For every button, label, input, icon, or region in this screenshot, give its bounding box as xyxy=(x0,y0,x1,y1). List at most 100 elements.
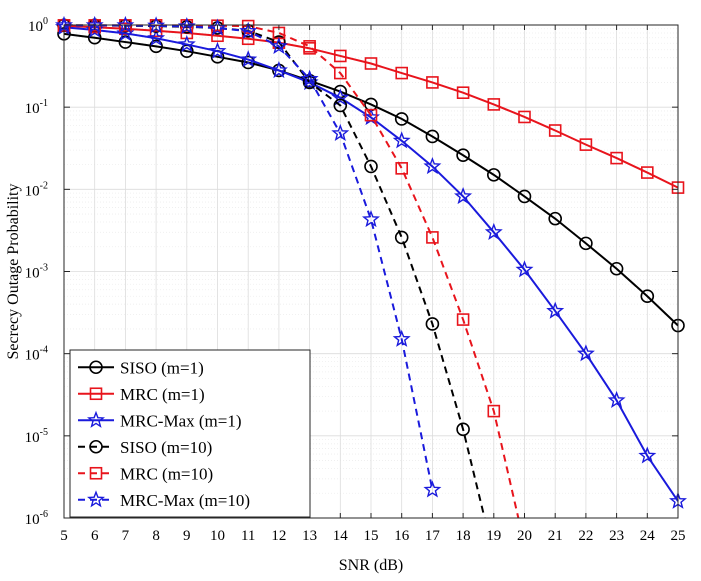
legend-label-mrc-max-m-10: MRC-Max (m=10) xyxy=(120,491,250,510)
data-point-mrc-m-1 xyxy=(548,124,562,137)
data-point-siso-m-1 xyxy=(609,261,624,276)
data-point-mrc-max-m-10 xyxy=(208,18,227,36)
data-point-mrc-m-10 xyxy=(395,162,409,175)
data-point-siso-m-1 xyxy=(425,129,440,144)
data-point-mrc-max-m-1 xyxy=(546,301,565,319)
y-tick-label: 10-2 xyxy=(25,180,48,199)
data-point-siso-m-1 xyxy=(486,168,501,182)
x-tick-label: 14 xyxy=(333,528,349,544)
data-point-mrc-m-1 xyxy=(333,49,347,63)
data-point-mrc-m-1 xyxy=(211,29,224,43)
x-tick-label: 24 xyxy=(640,528,656,544)
x-axis-label: SNR (dB) xyxy=(339,557,403,574)
legend-marker-mrc-max-m-10 xyxy=(87,490,105,508)
data-point-mrc-max-m-1 xyxy=(331,88,350,106)
data-point-siso-m-1 xyxy=(548,211,563,226)
x-tick-label: 8 xyxy=(152,528,160,544)
data-point-siso-m-1 xyxy=(394,112,409,126)
data-point-mrc-max-m-1 xyxy=(239,50,258,68)
series-line-mrc-max-m-1 xyxy=(64,26,679,502)
data-point-mrc-m-1 xyxy=(610,151,623,165)
series-line-mrc-m-1 xyxy=(64,24,679,189)
data-point-mrc-m-10 xyxy=(426,231,439,244)
x-tick-label: 18 xyxy=(456,528,471,544)
legend-marker-mrc-max-m-1 xyxy=(87,410,105,428)
data-point-mrc-max-m-10 xyxy=(300,69,319,87)
data-point-siso-m-10 xyxy=(364,159,378,174)
x-tick-label: 7 xyxy=(122,528,130,544)
data-point-mrc-m-1 xyxy=(518,110,531,124)
data-point-mrc-max-m-10 xyxy=(269,36,288,54)
legend-label-siso-m-10: SISO (m=10) xyxy=(120,438,212,457)
legend-label-mrc-m-1: MRC (m=1) xyxy=(120,385,205,404)
data-point-mrc-max-m-1 xyxy=(269,60,288,79)
data-point-mrc-m-10 xyxy=(303,40,316,53)
data-point-mrc-m-1 xyxy=(426,76,439,89)
data-point-mrc-max-m-1 xyxy=(423,156,442,175)
y-tick-labels: 100 10-1 10-2 10-3 10-4 10-5 10-6 xyxy=(25,16,48,528)
data-point-mrc-m-10 xyxy=(364,108,378,122)
data-point-mrc-m-10 xyxy=(333,66,347,80)
legend-label-mrc-max-m-1: MRC-Max (m=1) xyxy=(120,411,242,430)
legend-label-mrc-m-10: MRC (m=10) xyxy=(120,464,213,483)
legend-box xyxy=(69,349,311,518)
y-tick-label: 10-4 xyxy=(25,345,48,364)
data-point-mrc-max-m-10 xyxy=(331,123,350,142)
data-point-siso-m-1 xyxy=(517,189,532,204)
y-axis-label: Secrecy Outage Probability xyxy=(5,184,22,360)
data-point-mrc-m-1 xyxy=(395,66,409,80)
x-tick-label: 23 xyxy=(609,528,624,544)
data-point-siso-m-10 xyxy=(272,35,286,49)
legend-label-siso-m-1: SISO (m=1) xyxy=(120,358,204,377)
x-tick-label: 12 xyxy=(271,528,286,544)
data-point-mrc-max-m-1 xyxy=(607,390,626,409)
data-point-mrc-m-1 xyxy=(579,138,593,151)
data-point-siso-m-10 xyxy=(456,422,470,437)
x-tick-label: 10 xyxy=(210,528,225,544)
data-point-mrc-max-m-1 xyxy=(177,34,196,53)
data-point-mrc-max-m-10 xyxy=(423,480,442,498)
data-point-mrc-m-10 xyxy=(456,313,470,326)
x-tick-label: 20 xyxy=(517,528,532,544)
x-tick-label: 19 xyxy=(486,528,501,544)
x-tick-label: 13 xyxy=(302,528,317,544)
data-point-mrc-max-m-1 xyxy=(576,344,595,362)
data-point-siso-m-10 xyxy=(302,75,317,90)
data-point-mrc-max-m-1 xyxy=(515,260,534,278)
x-tick-label: 22 xyxy=(578,528,593,544)
x-tick-label: 6 xyxy=(91,528,99,544)
data-point-mrc-max-m-1 xyxy=(208,41,227,59)
series-line-siso-m-10 xyxy=(64,24,486,518)
y-tick-label: 10-1 xyxy=(25,98,48,117)
data-point-mrc-m-1 xyxy=(364,57,378,70)
x-tick-label: 21 xyxy=(548,528,563,544)
legend-marker-mrc-m-1 xyxy=(89,387,103,401)
x-tick-label: 17 xyxy=(425,528,441,544)
x-tick-label: 25 xyxy=(671,528,686,544)
legend-marker-siso-m-1 xyxy=(89,360,103,375)
series-layer xyxy=(55,15,687,518)
data-point-siso-m-1 xyxy=(149,39,163,54)
x-tick-label: 5 xyxy=(60,528,68,544)
x-tick-label: 15 xyxy=(364,528,379,544)
y-tick-label: 10-5 xyxy=(25,427,48,446)
legend: SISO (m=1) MRC (m=1) MRC-Max (m=1) SISO (m=… xyxy=(69,349,311,518)
x-tick-labels: 5 6 7 8 9 10 11 12 13 14 15 16 17 18 19 20 21 22 23 24 25 xyxy=(60,528,685,544)
data-point-mrc-max-m-10 xyxy=(362,209,380,228)
y-tick-label: 10-3 xyxy=(25,263,48,282)
series-siso-m-1 xyxy=(57,27,685,333)
data-point-mrc-max-m-1 xyxy=(638,446,657,464)
data-point-mrc-max-m-1 xyxy=(454,186,473,205)
data-point-mrc-m-1 xyxy=(487,98,501,111)
data-point-mrc-m-1 xyxy=(456,86,470,99)
data-point-mrc-max-m-10 xyxy=(392,329,411,347)
x-tick-label: 9 xyxy=(183,528,191,544)
legend-marker-siso-m-10 xyxy=(89,439,103,454)
data-point-mrc-m-10 xyxy=(487,404,501,418)
data-point-mrc-m-1 xyxy=(640,166,654,179)
data-point-siso-m-1 xyxy=(640,289,655,304)
x-tick-label: 11 xyxy=(241,528,255,544)
y-tick-label: 10-6 xyxy=(25,509,48,528)
data-point-siso-m-1 xyxy=(579,236,593,251)
